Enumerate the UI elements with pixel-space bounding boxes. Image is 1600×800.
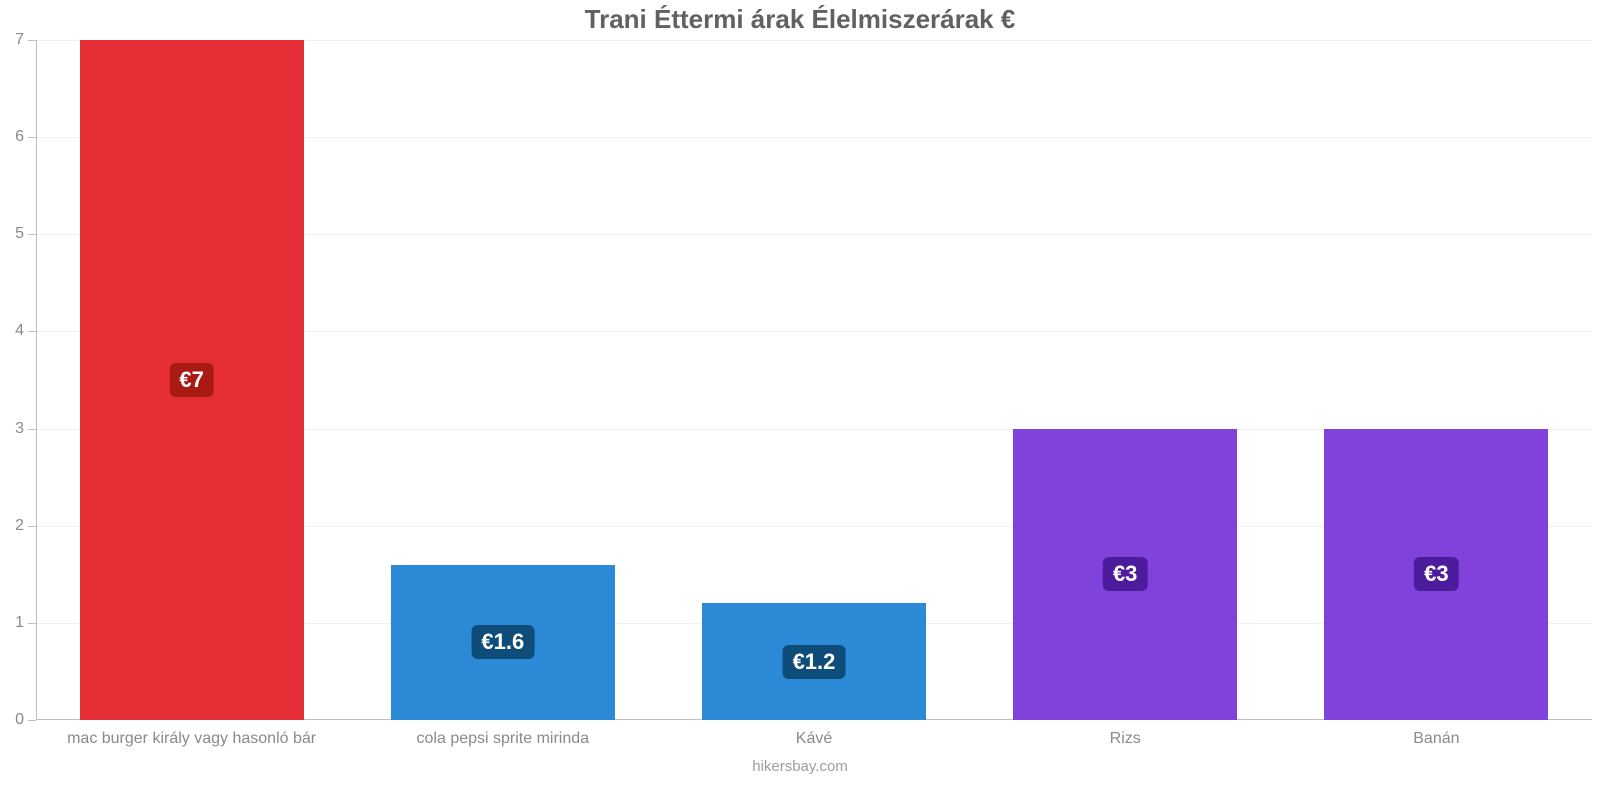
y-tick-label: 5 — [15, 225, 36, 243]
bar-value-badge: €7 — [169, 363, 213, 397]
y-tick-label: 3 — [15, 420, 36, 438]
x-axis-label: Kávé — [796, 730, 832, 748]
x-axis-label: mac burger király vagy hasonló bár — [67, 730, 316, 748]
y-tick-label: 2 — [15, 517, 36, 535]
attribution-text: hikersbay.com — [0, 758, 1600, 775]
y-tick-label: 1 — [15, 614, 36, 632]
x-axis-label: cola pepsi sprite mirinda — [417, 730, 590, 748]
bar-slot: €7 — [36, 40, 347, 720]
chart-title: Trani Éttermi árak Élelmiszerárak € — [0, 4, 1600, 35]
bars-container: €7 €1.6 €1.2 €3 €3 — [36, 40, 1592, 720]
y-tick-label: 0 — [15, 711, 36, 729]
y-tick-label: 4 — [15, 322, 36, 340]
y-tick-label: 7 — [15, 31, 36, 49]
bar-value-badge: €1.6 — [471, 625, 534, 659]
bar-slot: €1.6 — [347, 40, 658, 720]
bar-slot: €1.2 — [658, 40, 969, 720]
price-bar-chart: Trani Éttermi árak Élelmiszerárak € 0 1 2 3… — [0, 0, 1600, 800]
bar-slot: €3 — [1281, 40, 1592, 720]
bar-slot: €3 — [970, 40, 1281, 720]
y-tick-label: 6 — [15, 128, 36, 146]
x-axis-label: Rizs — [1110, 730, 1141, 748]
bar-value-badge: €3 — [1414, 557, 1458, 591]
bar-value-badge: €3 — [1103, 557, 1147, 591]
bar-value-badge: €1.2 — [783, 645, 846, 679]
x-axis-label: Banán — [1413, 730, 1459, 748]
plot-area: 01234567 €7€1.6€1.2€3€3 — [36, 40, 1592, 720]
